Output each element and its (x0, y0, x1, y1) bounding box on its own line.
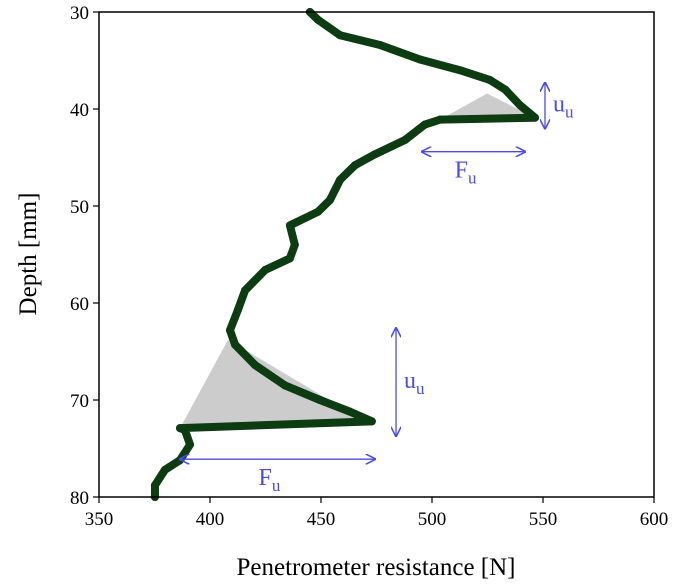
data-point (176, 456, 185, 465)
data-point (313, 15, 322, 24)
annotation-label: Fu (259, 465, 281, 495)
data-point (233, 305, 242, 314)
y-tick-label: 70 (70, 391, 89, 412)
data-point (345, 407, 354, 416)
data-point (400, 136, 409, 145)
annotation-label: uu (553, 92, 574, 122)
x-tick-label: 450 (307, 509, 336, 530)
data-point (531, 113, 540, 122)
x-tick-label: 600 (640, 509, 669, 530)
x-tick-label: 500 (418, 509, 447, 530)
data-point (150, 481, 159, 490)
data-point (241, 286, 250, 295)
y-tick-label: 80 (70, 488, 89, 509)
data-point (315, 396, 324, 404)
data-point (290, 240, 299, 249)
data-point (285, 254, 294, 263)
annotation-subscript: u (468, 169, 477, 188)
annotation-subscript: u (416, 379, 425, 398)
y-tick-label: 60 (70, 294, 89, 315)
data-point (515, 101, 524, 110)
x-tick-label: 400 (196, 509, 225, 530)
data-point (336, 175, 345, 184)
y-tick-label: 30 (70, 3, 89, 24)
data-point (231, 340, 240, 349)
data-point (225, 326, 234, 335)
x-tick-label: 550 (529, 509, 558, 530)
data-point (435, 115, 444, 124)
annotation-text: F (259, 465, 272, 491)
annotation-subscript: u (565, 103, 574, 122)
data-point (420, 120, 429, 129)
data-point (186, 440, 195, 449)
data-point (350, 161, 359, 170)
annotation-label: uu (404, 368, 425, 398)
data-point (285, 221, 294, 230)
y-tick-label: 50 (70, 197, 89, 218)
annotation-text: u (553, 92, 565, 118)
data-point (261, 266, 270, 275)
data-point (501, 85, 510, 94)
y-tick-label: 40 (70, 100, 89, 121)
annotation-text: u (404, 368, 416, 394)
data-point (281, 381, 290, 390)
x-tick-label: 350 (85, 509, 114, 530)
annotation-subscript: u (272, 476, 281, 495)
data-point (370, 150, 379, 159)
data-point (251, 361, 260, 370)
data-point (180, 426, 189, 435)
data-point (455, 66, 464, 75)
annotation-text: F (455, 158, 468, 184)
data-point (485, 75, 494, 84)
shaded-region (439, 93, 536, 120)
data-point (367, 417, 376, 426)
data-point (325, 196, 334, 205)
data-point (336, 31, 345, 40)
annotation-label: Fu (455, 158, 477, 188)
data-point (160, 465, 169, 474)
y-axis-label: Depth [mm] (15, 193, 42, 316)
data-point (376, 40, 385, 49)
data-point (313, 207, 322, 216)
data-line (150, 8, 540, 501)
x-axis-label: Penetrometer resistance [N] (236, 554, 515, 581)
data-point (416, 55, 425, 64)
plot-frame (98, 11, 655, 498)
